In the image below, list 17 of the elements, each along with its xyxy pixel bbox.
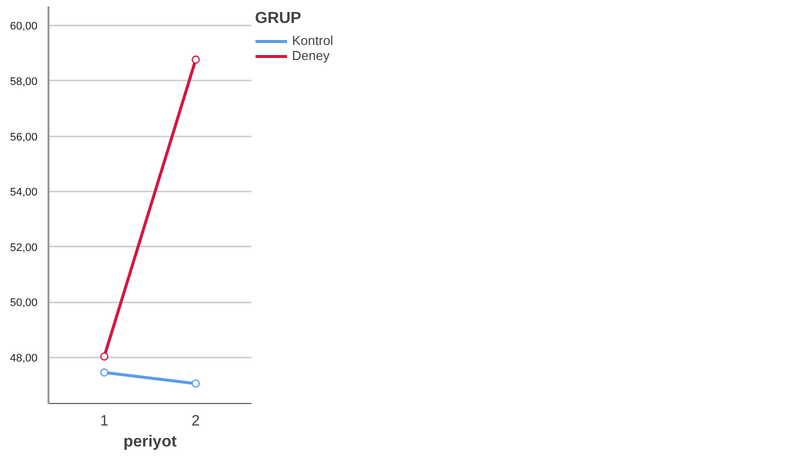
x-tick-label: 1 [100,412,108,430]
point [192,379,200,388]
y-tick-label: 58,00 [10,76,38,88]
legend-label: Deney [292,48,330,63]
point [192,56,200,64]
x-tick-label: 2 [192,412,200,430]
y-tick-label: 60,00 [10,20,38,33]
y-tick-label: 50,00 [10,297,38,310]
legend-label: Kontrol [292,33,334,48]
point [100,368,108,377]
y-tick-label: 48,00 [10,352,38,365]
point [100,352,108,361]
x-axis-title: periyot [123,434,178,450]
y-tick-label: 54,00 [10,186,38,199]
y-tick-label: 56,00 [10,131,38,144]
legend-title: GRUP [255,10,302,28]
y-tick-label: 52,00 [10,242,38,254]
